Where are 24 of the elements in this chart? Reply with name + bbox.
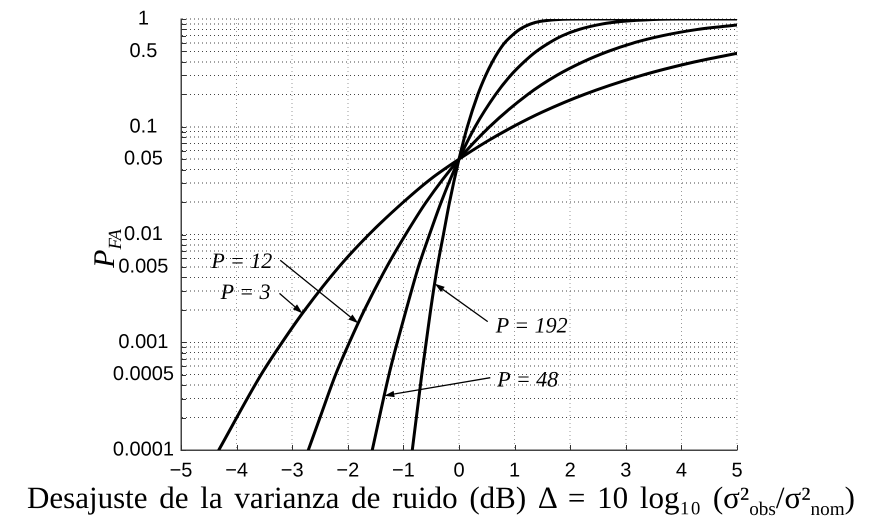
text: P = 12 [210, 248, 272, 274]
y-tick-label: 0.0005 [112, 363, 174, 386]
x-tick-label: 5 [731, 460, 743, 482]
y-tick-label: 1 [138, 8, 149, 30]
x-tick-label: −2 [336, 460, 360, 482]
x-tick-label: 2 [564, 460, 576, 482]
x-tick-label: 0 [453, 460, 465, 482]
x-tick-label: −5 [170, 460, 192, 482]
y-tick-label: 0.0001 [112, 438, 174, 461]
x-tick-label: 1 [509, 460, 520, 482]
x-tick-label: 3 [620, 460, 632, 482]
x-tick-label: −1 [392, 460, 415, 482]
x-axis-title: Desajuste de la varianza de ruido (dB) Δ = 10 log₁₀ (σ²$_{obs}$/σ²$_{nom}$) [26, 480, 856, 522]
legend-label: P = 48 [496, 366, 558, 392]
x-tick-label: −3 [280, 460, 304, 482]
x-tick-label: −4 [225, 460, 248, 482]
y-tick-label: 0.05 [124, 148, 163, 170]
x-tick-label: 4 [676, 460, 687, 482]
y-tick-label: 0.01 [124, 223, 163, 246]
series-label: P = 3 [220, 279, 270, 304]
y-tick-label: 0.001 [118, 330, 168, 353]
y-tick-label: 0.5 [130, 40, 158, 62]
text: P = 192 [494, 312, 568, 338]
y-tick-label: 0.1 [130, 115, 158, 138]
